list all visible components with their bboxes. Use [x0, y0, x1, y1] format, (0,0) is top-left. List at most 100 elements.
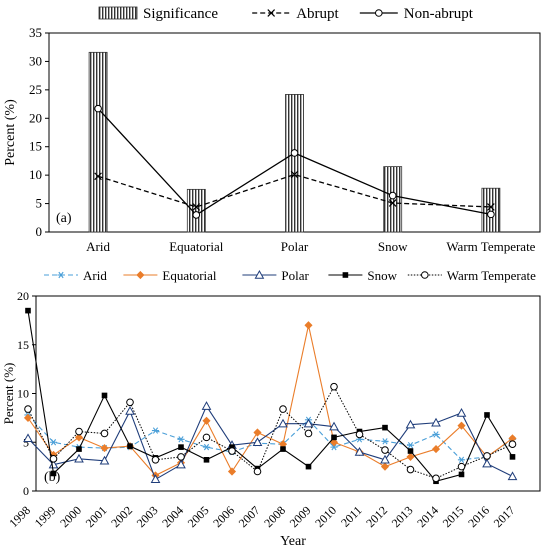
legend-marker-abrupt — [267, 9, 276, 17]
point-abrupt-snow — [388, 199, 397, 207]
point-snow-2008 — [280, 446, 286, 452]
point-warm-temperate-2004-shape — [177, 453, 185, 461]
point-equatorial-2000-shape — [74, 433, 84, 442]
line-equatorial — [27, 325, 513, 477]
point-equatorial-2005 — [202, 416, 211, 425]
legend-label-warm-temperate: Warm Temperate — [447, 268, 536, 283]
point-snow-2017 — [509, 454, 516, 460]
point-snow-2006 — [229, 444, 235, 450]
point-equatorial-2010-shape — [329, 438, 339, 447]
point-polar-2000-shape — [74, 453, 84, 463]
point-polar-2014-shape — [431, 417, 441, 427]
point-warm-temperate-2006 — [228, 447, 236, 455]
point-warm-temperate-2009-shape — [304, 429, 313, 438]
legend-label-non-abrupt: Non-abrupt — [404, 6, 474, 22]
point-polar-2001-shape — [99, 455, 110, 465]
point-equatorial-2006 — [227, 467, 237, 476]
point-equatorial-1998 — [23, 413, 33, 422]
point-warm-temperate-2011 — [355, 430, 364, 439]
legend-marker-polar — [254, 269, 265, 279]
point-polar-2011 — [354, 446, 365, 456]
point-equatorial-2009 — [304, 321, 313, 330]
point-equatorial-2014 — [431, 445, 441, 454]
panel-a-ytick-label-1: 5 — [36, 196, 43, 211]
point-snow-2015 — [458, 471, 465, 478]
legend-label-polar: Polar — [281, 268, 309, 283]
panel-a-ytick-label-0: 0 — [36, 224, 43, 239]
panel-b-xtick-label-2006: 2006 — [210, 503, 237, 530]
legend-item-abrupt: Abrupt — [252, 6, 340, 22]
point-warm-temperate-2014 — [432, 474, 440, 483]
point-warm-temperate-2015 — [457, 462, 466, 471]
point-snow-2009-shape — [305, 463, 312, 470]
point-snow-2013 — [407, 448, 414, 454]
point-warm-temperate-2002 — [126, 398, 134, 407]
point-equatorial-2010 — [329, 438, 339, 447]
panel-b-xtick-label-2014: 2014 — [414, 503, 441, 530]
point-non-abrupt-snow-shape — [388, 191, 397, 200]
point-warm-temperate-2012-shape — [381, 446, 389, 454]
point-warm-temperate-2002-shape — [126, 398, 134, 407]
legend-marker-arid-shape — [57, 271, 65, 279]
point-warm-temperate-2007 — [253, 467, 262, 476]
legend-item-warm-temperate: Warm Temperate — [407, 268, 536, 283]
panel-b-xlabel: Year — [280, 534, 306, 549]
point-warm-temperate-2008 — [279, 405, 287, 413]
panel-b-xtick-label-1998: 1998 — [6, 503, 33, 530]
point-snow-2017-shape — [509, 454, 516, 460]
legend-marker-non-abrupt-shape — [375, 9, 383, 17]
legend-item-equatorial: Equatorial — [123, 268, 217, 283]
point-snow-2010 — [331, 434, 337, 441]
point-warm-temperate-2000 — [75, 427, 83, 436]
point-non-abrupt-warm-temperate-shape — [487, 210, 495, 219]
point-polar-2016-shape — [482, 458, 492, 468]
panel-b-xtick-label-2007: 2007 — [236, 503, 263, 530]
panel-b-legend: Arid Equatorial Polar Snow Warm Temperate — [44, 268, 536, 283]
point-warm-temperate-1998 — [24, 405, 32, 413]
point-polar-2005 — [201, 401, 212, 410]
point-arid-2004-shape — [177, 436, 185, 443]
point-snow-2002-shape — [127, 443, 133, 449]
point-polar-2002-shape — [125, 406, 135, 415]
point-equatorial-2000 — [74, 433, 84, 442]
point-polar-2003-shape — [150, 474, 161, 483]
point-polar-2007 — [252, 437, 263, 446]
legend-label-snow: Snow — [367, 268, 397, 283]
legend-marker-equatorial — [136, 270, 145, 280]
legend-label-equatorial: Equatorial — [162, 268, 217, 283]
point-warm-temperate-2014-shape — [432, 474, 440, 483]
panel-b-xtick-label-2000: 2000 — [57, 503, 84, 530]
point-equatorial-2009-shape — [304, 321, 313, 330]
point-snow-2008-shape — [280, 446, 286, 452]
legend-label-abrupt: Abrupt — [296, 6, 339, 22]
point-polar-2000 — [74, 453, 84, 463]
legend-item-snow: Snow — [328, 268, 398, 283]
point-equatorial-2001 — [100, 444, 109, 453]
point-arid-2012-shape — [381, 438, 389, 445]
point-polar-2016 — [482, 458, 492, 468]
point-warm-temperate-2004 — [177, 453, 185, 461]
point-equatorial-1998-shape — [23, 413, 33, 422]
point-abrupt-warm-temperate — [487, 203, 495, 211]
point-warm-temperate-2013-shape — [406, 465, 415, 474]
point-equatorial-2013-shape — [406, 452, 415, 461]
panel-b-xtick-label-2010: 2010 — [312, 503, 339, 530]
panel-b-xtick-label-2017: 2017 — [491, 503, 518, 530]
point-warm-temperate-2005 — [202, 433, 211, 442]
legend-item-arid: Arid — [44, 268, 107, 283]
point-non-abrupt-polar — [290, 149, 299, 157]
point-polar-1998-shape — [23, 433, 33, 443]
point-warm-temperate-2012 — [381, 446, 389, 454]
line-polar — [27, 405, 513, 481]
point-equatorial-2015 — [457, 421, 466, 430]
legend-item-polar: Polar — [242, 268, 310, 283]
point-abrupt-polar — [290, 170, 299, 179]
point-arid-2013-shape — [406, 441, 415, 449]
point-arid-2005-shape — [202, 443, 211, 451]
panel-b-xtick-label-2013: 2013 — [389, 503, 416, 530]
point-arid-2013 — [406, 441, 415, 449]
point-polar-2011-shape — [354, 446, 365, 456]
point-warm-temperate-2000-shape — [75, 427, 83, 436]
legend-marker-equatorial-shape — [136, 270, 145, 280]
